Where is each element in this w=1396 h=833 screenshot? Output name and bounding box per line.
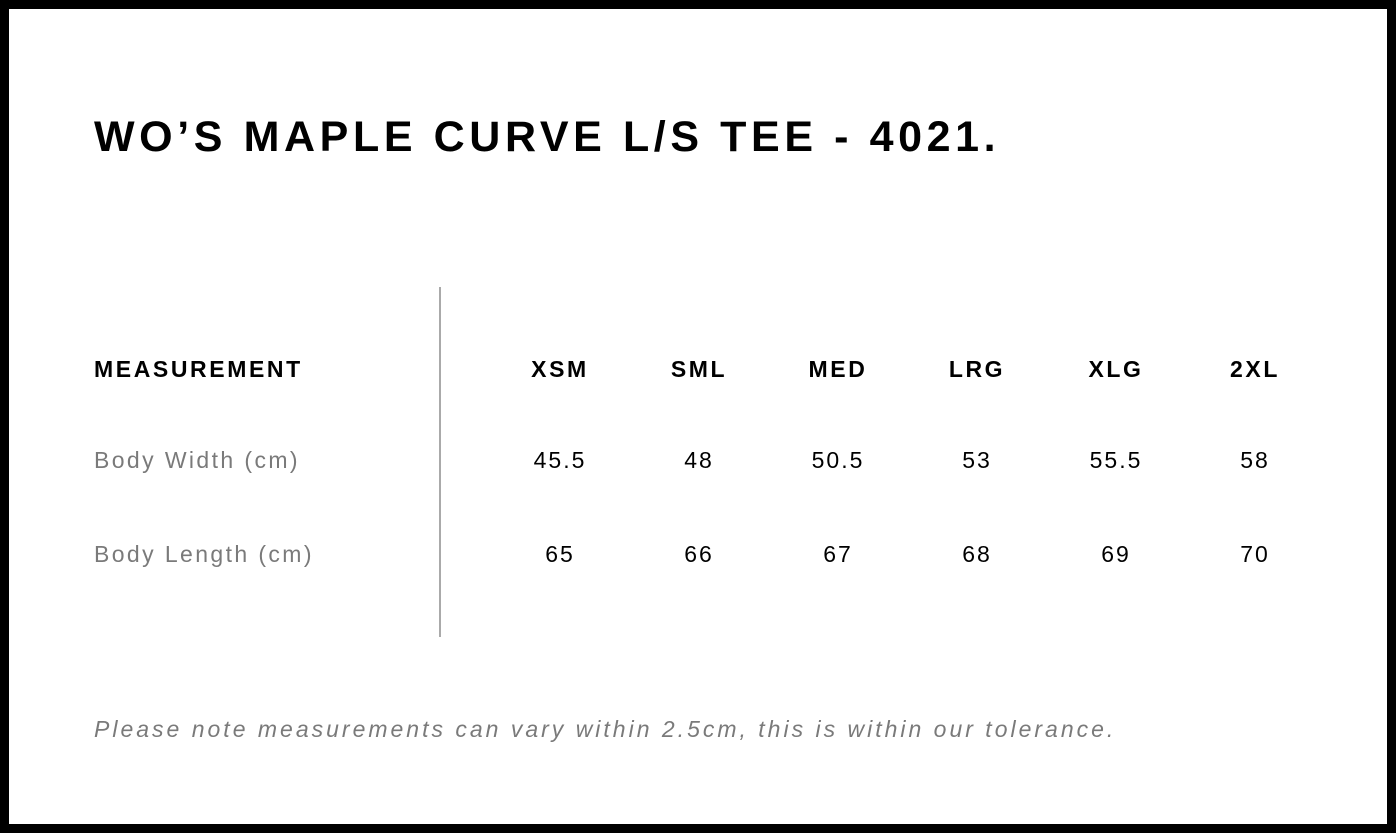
table-cell: 55.5 (1089, 447, 1143, 473)
table-cell: 48 (684, 447, 714, 473)
page-title: WO’S MAPLE CURVE L/S TEE - 4021. (94, 113, 1001, 161)
table-cell: 58 (1240, 447, 1270, 473)
table-cell: 70 (1240, 541, 1270, 567)
size-chart-page: WO’S MAPLE CURVE L/S TEE - 4021. MEASURE… (9, 9, 1387, 824)
row-label-body-width: Body Width (cm) (94, 447, 300, 473)
size-header-lrg: LRG (948, 356, 1006, 382)
table-cell: 53 (962, 447, 992, 473)
table-cell: 50.5 (811, 447, 865, 473)
measurement-header: MEASUREMENT (94, 356, 303, 382)
column-divider (439, 287, 441, 637)
table-cell: 66 (684, 541, 714, 567)
size-header-med: MED (808, 356, 868, 382)
table-cell: 67 (823, 541, 853, 567)
size-header-2xl: 2XL (1230, 356, 1280, 382)
size-header-xsm: XSM (531, 356, 589, 382)
table-cell: 65 (545, 541, 575, 567)
table-cell: 45.5 (533, 447, 587, 473)
table-cell: 69 (1101, 541, 1131, 567)
table-cell: 68 (962, 541, 992, 567)
size-header-sml: SML (670, 356, 728, 382)
tolerance-note: Please note measurements can vary within… (94, 716, 1117, 742)
row-label-body-length: Body Length (cm) (94, 541, 314, 567)
size-header-xlg: XLG (1088, 356, 1144, 382)
